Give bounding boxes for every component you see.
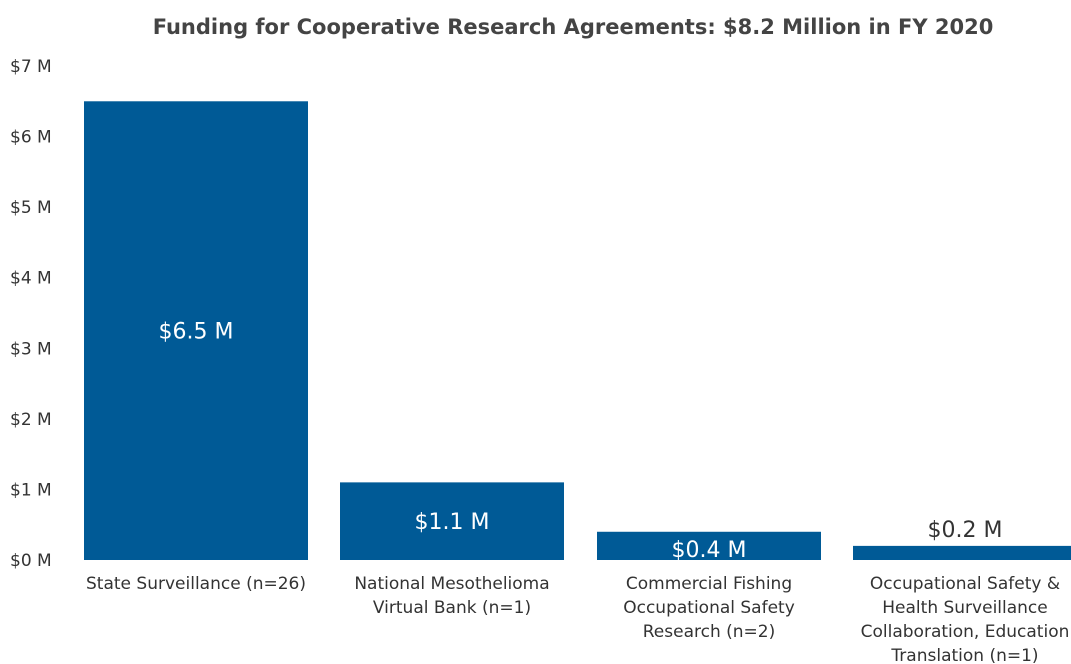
x-tick-label: Virtual Bank (n=1) bbox=[373, 598, 531, 618]
x-tick-label: State Surveillance (n=26) bbox=[86, 574, 306, 594]
value-labels: $6.5 M $1.1 M $0.4 M $0.2 M bbox=[159, 320, 1003, 563]
data-label: $0.2 M bbox=[928, 518, 1003, 543]
category-labels: State Surveillance (n=26) National Mesoth… bbox=[86, 574, 1069, 664]
x-tick-label: National Mesothelioma bbox=[354, 574, 549, 594]
y-tick-label: $4 M bbox=[10, 269, 52, 289]
y-tick-label: $6 M bbox=[10, 128, 52, 148]
y-tick-label: $5 M bbox=[10, 198, 52, 218]
y-tick-label: $3 M bbox=[10, 339, 52, 359]
x-tick-label: Commercial Fishing bbox=[626, 574, 792, 594]
x-tick-label: Translation (n=1) bbox=[890, 646, 1038, 664]
x-tick-label: Health Surveillance bbox=[882, 598, 1047, 618]
y-tick-label: $1 M bbox=[10, 480, 52, 500]
bar bbox=[84, 101, 308, 561]
x-tick-label: Research (n=2) bbox=[643, 622, 775, 642]
x-tick-label: Occupational Safety & bbox=[870, 574, 1060, 594]
bars bbox=[84, 101, 1071, 561]
x-tick-label: Collaboration, Education bbox=[861, 622, 1070, 642]
y-axis-ticks: $0 M $1 M $2 M $3 M $4 M $5 M $6 M $7 M bbox=[10, 57, 52, 571]
x-tick-label: Occupational Safety bbox=[623, 598, 795, 618]
y-tick-label: $0 M bbox=[10, 551, 52, 571]
data-label: $6.5 M bbox=[159, 320, 234, 345]
chart-title: Funding for Cooperative Research Agreeme… bbox=[153, 15, 994, 39]
y-tick-label: $2 M bbox=[10, 410, 52, 430]
y-tick-label: $7 M bbox=[10, 57, 52, 77]
bar bbox=[340, 482, 564, 560]
bar bbox=[853, 545, 1071, 560]
data-label: $1.1 M bbox=[415, 510, 490, 535]
data-label: $0.4 M bbox=[672, 538, 747, 563]
bar bbox=[597, 531, 821, 560]
